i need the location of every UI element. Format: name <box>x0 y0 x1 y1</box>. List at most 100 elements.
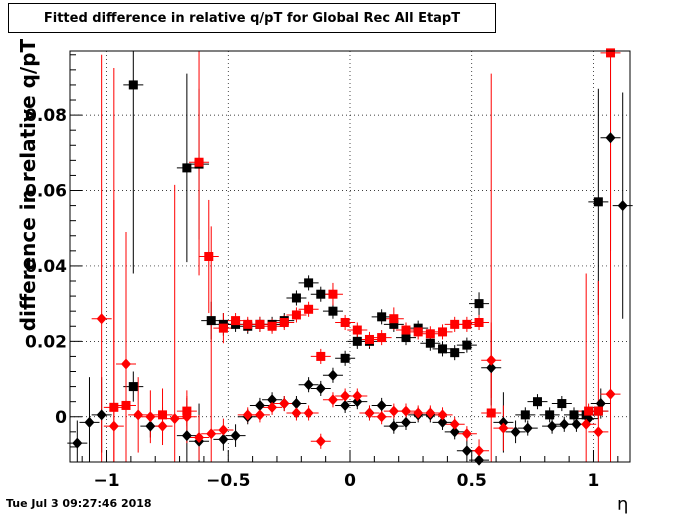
data-point-square <box>401 333 411 343</box>
data-point-diamond <box>547 420 558 432</box>
data-point-diamond <box>157 420 168 432</box>
data-point-diamond <box>437 409 448 421</box>
data-point-diamond <box>449 426 460 438</box>
data-point-diamond <box>559 418 570 430</box>
data-point-square <box>328 306 338 316</box>
chart-title: Fitted difference in relative q/pT for G… <box>8 3 496 33</box>
data-point-square <box>255 319 265 329</box>
data-point-diamond <box>96 409 107 421</box>
data-point-diamond <box>267 394 278 406</box>
y-tick-label: 0.06 <box>25 182 67 202</box>
data-point-square <box>304 304 314 314</box>
plot-frame <box>69 50 631 463</box>
data-point-diamond <box>291 398 302 410</box>
data-point-square <box>389 319 399 329</box>
data-point-diamond <box>133 409 144 421</box>
data-point-diamond <box>364 407 375 419</box>
data-point-diamond <box>230 430 241 442</box>
data-point-square <box>377 333 387 343</box>
data-point-diamond <box>181 430 192 442</box>
data-point-diamond <box>593 426 604 438</box>
data-point-square <box>267 321 277 331</box>
y-tick-label: 0 <box>55 408 67 428</box>
data-point-square <box>520 410 530 420</box>
data-point-square <box>109 402 119 412</box>
data-point-square <box>352 325 362 335</box>
data-point-diamond <box>437 416 448 428</box>
data-point-square <box>291 310 301 320</box>
data-point-square <box>584 406 594 416</box>
data-point-diamond <box>522 422 533 434</box>
data-point-diamond <box>605 132 616 144</box>
y-tick-label: 0.08 <box>25 106 67 126</box>
data-point-square <box>438 327 448 337</box>
data-point-diamond <box>84 416 95 428</box>
data-point-diamond <box>461 445 472 457</box>
data-point-square <box>377 312 387 322</box>
data-point-diamond <box>376 399 387 411</box>
axes: −1 −0.5 0 0.5 1 0 0.02 0.04 0.06 0.08 <box>25 54 619 491</box>
x-tick-label: 0 <box>344 471 356 491</box>
x-tick-label: −1 <box>93 471 119 491</box>
data-point-diamond <box>121 358 131 370</box>
data-point-diamond <box>315 435 326 447</box>
data-point-diamond <box>498 416 509 428</box>
data-point-diamond <box>194 431 205 443</box>
data-point-square <box>316 351 326 361</box>
x-tick-label: 1 <box>588 471 600 491</box>
data-point-diamond <box>206 428 217 440</box>
data-point-square <box>279 317 289 327</box>
data-points <box>72 48 628 466</box>
data-point-diamond <box>96 313 107 325</box>
data-point-diamond <box>145 420 156 432</box>
data-point-square <box>304 278 314 288</box>
data-point-diamond <box>181 411 192 423</box>
data-point-diamond <box>571 418 582 430</box>
data-point-diamond <box>388 405 399 417</box>
data-point-diamond <box>461 428 472 440</box>
data-point-diamond <box>315 382 326 394</box>
data-point-square <box>593 406 603 416</box>
data-point-square <box>450 348 460 358</box>
y-tick-label: 0.02 <box>25 332 67 352</box>
data-point-square <box>158 410 168 420</box>
data-point-diamond <box>401 416 411 428</box>
y-axis-label: difference in relative q/pT <box>16 38 40 332</box>
data-point-square <box>413 327 423 337</box>
data-point-diamond <box>401 405 411 417</box>
data-point-square <box>389 314 399 324</box>
data-point-square <box>194 157 204 167</box>
data-point-diamond <box>340 399 351 411</box>
data-point-diamond <box>303 407 314 419</box>
data-point-square <box>182 406 192 416</box>
data-point-square <box>606 48 616 58</box>
data-point-diamond <box>254 409 265 421</box>
data-point-square <box>474 299 484 309</box>
data-point-diamond <box>291 407 302 419</box>
data-point-square <box>593 197 603 207</box>
data-point-square <box>231 316 241 326</box>
data-point-square <box>425 329 435 339</box>
data-point-square <box>316 289 326 299</box>
data-point-diamond <box>617 200 628 212</box>
data-point-square <box>545 410 555 420</box>
data-point-diamond <box>303 379 314 391</box>
data-point-square <box>486 408 496 418</box>
x-tick-label: 0.5 <box>457 471 487 491</box>
data-point-diamond <box>340 390 351 402</box>
data-point-diamond <box>486 354 497 366</box>
data-point-square <box>450 319 460 329</box>
data-point-diamond <box>376 411 387 423</box>
data-point-diamond <box>605 388 616 400</box>
data-point-square <box>532 397 542 407</box>
data-point-square <box>401 325 411 335</box>
data-point-diamond <box>218 424 229 436</box>
data-point-diamond <box>327 369 338 381</box>
data-point-square <box>474 317 484 327</box>
data-point-diamond <box>474 454 485 466</box>
data-point-square <box>462 340 472 350</box>
data-point-square <box>340 353 350 363</box>
data-point-diamond <box>474 445 485 457</box>
data-point-diamond <box>449 418 460 430</box>
data-point-square <box>206 316 216 326</box>
